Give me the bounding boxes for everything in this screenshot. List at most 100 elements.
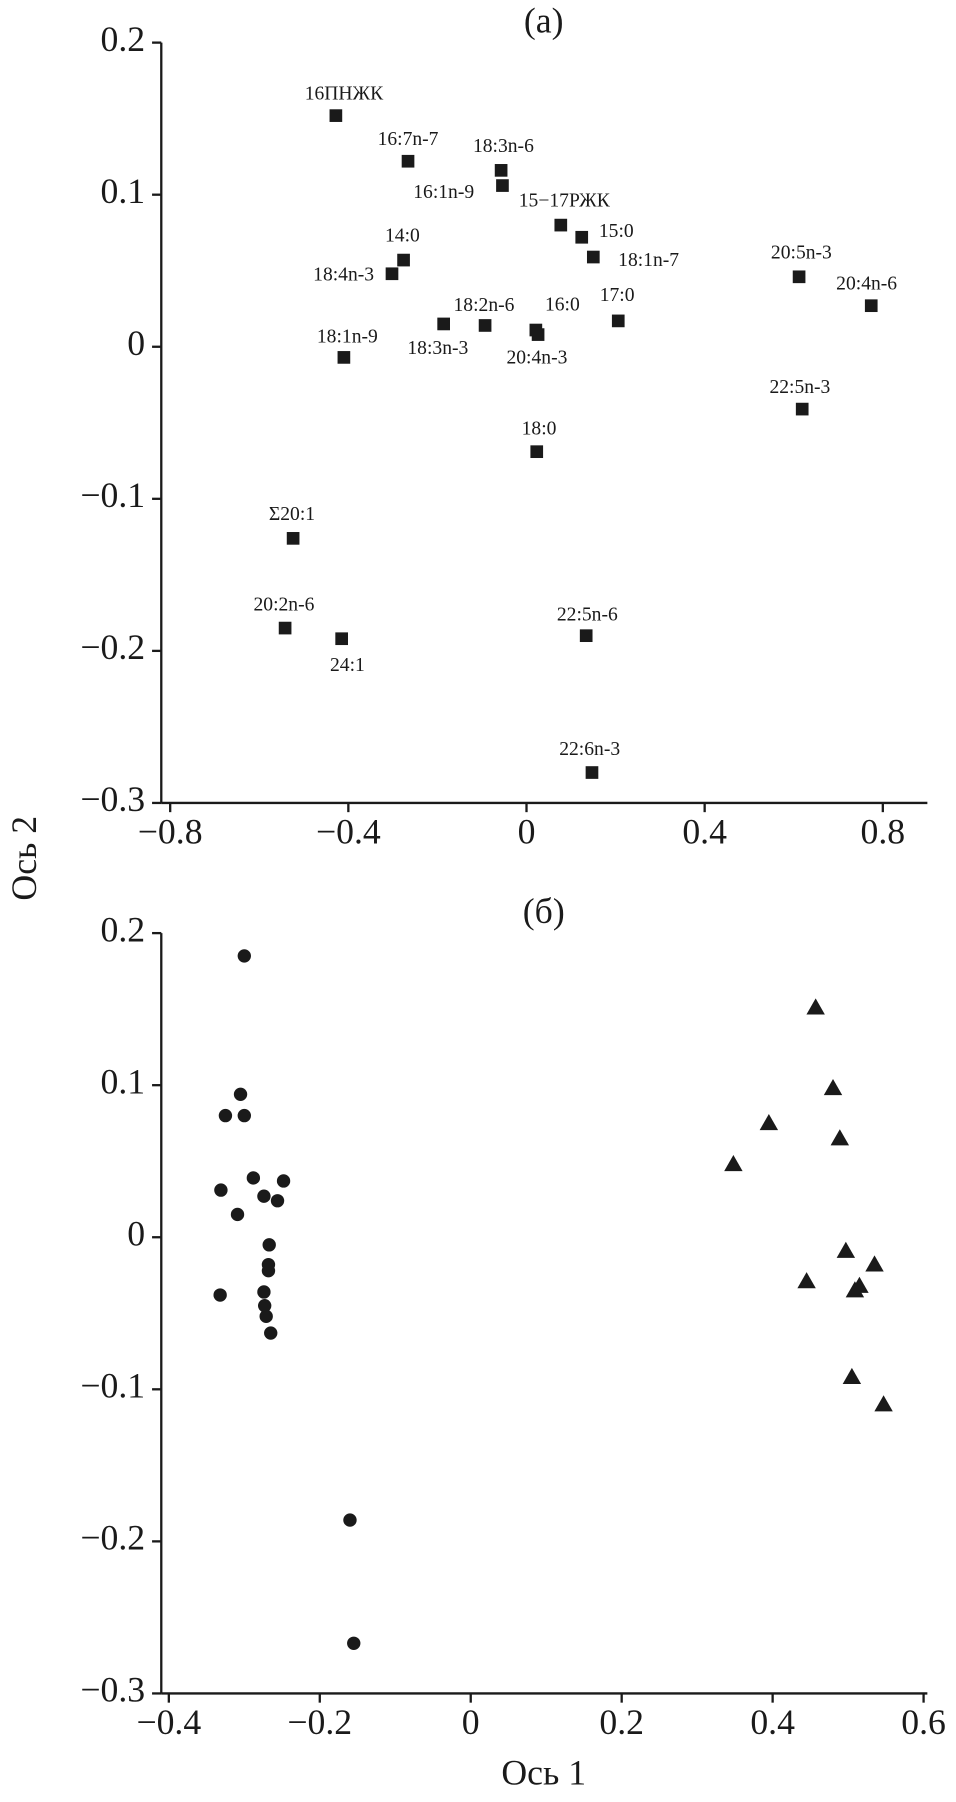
point-label: 20:2n-6 <box>253 595 314 616</box>
y-tick-label: −0.2 <box>80 627 145 667</box>
point-label: 14:0 <box>385 226 420 247</box>
y-tick-label: −0.1 <box>80 475 145 515</box>
point <box>385 267 399 281</box>
point <box>270 1194 285 1208</box>
point-label: 24:1 <box>330 655 365 676</box>
x-axis-label: Ось 1 <box>501 1753 586 1793</box>
point <box>494 164 508 177</box>
point <box>233 1087 248 1101</box>
point <box>343 1513 357 1527</box>
y-tick-label: −0.1 <box>80 1365 145 1405</box>
point <box>842 1367 862 1385</box>
x-tick-label: −0.8 <box>138 811 203 851</box>
point <box>218 1108 233 1123</box>
point <box>579 629 593 643</box>
y-tick-label: −0.3 <box>80 1670 145 1710</box>
point-label: 20:4n-3 <box>506 347 567 368</box>
point <box>213 1288 227 1302</box>
y-tick-label: 0.1 <box>101 171 146 211</box>
point <box>262 1238 276 1252</box>
y-tick-label: −0.3 <box>80 779 145 819</box>
x-tick-label: −0.4 <box>316 811 381 851</box>
point-label: 18:1n-9 <box>317 326 378 347</box>
point-label: 18:3n-3 <box>407 338 468 359</box>
point <box>845 1281 865 1298</box>
point <box>258 1298 272 1313</box>
point-label: 20:5n-3 <box>771 242 832 263</box>
point <box>792 270 806 284</box>
point <box>264 1326 278 1340</box>
point <box>724 1155 743 1172</box>
point-label: 20:4n-6 <box>836 273 897 294</box>
point-label: 15−17РЖК <box>519 191 611 212</box>
point <box>237 949 251 963</box>
y-tick-label: 0.2 <box>101 19 146 59</box>
point-label: 18:4n-3 <box>313 265 374 286</box>
point-label: 16:7n-7 <box>378 129 439 150</box>
point-label: 22:6n-3 <box>559 739 620 760</box>
point <box>230 1207 245 1222</box>
point-label: 18:1n-7 <box>618 250 679 271</box>
y-tick-label: 0 <box>127 323 145 363</box>
x-tick-label: 0.6 <box>901 1702 946 1742</box>
y-tick-label: 0 <box>127 1213 145 1253</box>
point <box>585 766 599 779</box>
point-label: Σ20:1 <box>269 504 315 525</box>
x-tick-label: 0 <box>518 811 536 851</box>
panel-title: (б) <box>523 891 565 931</box>
point-label: 22:5n-6 <box>557 605 618 626</box>
point-label: 16ПНЖК <box>305 83 384 104</box>
point <box>259 1309 273 1324</box>
y-axis-label: Ось 2 <box>4 816 44 901</box>
point <box>496 179 509 192</box>
x-tick-label: 0.2 <box>599 1702 644 1742</box>
point <box>237 1108 251 1123</box>
point <box>214 1183 228 1197</box>
x-tick-label: −0.4 <box>136 1702 201 1742</box>
point <box>276 1174 291 1188</box>
point <box>286 532 300 545</box>
point <box>437 317 450 331</box>
point <box>347 1636 361 1650</box>
x-tick-label: 0.4 <box>682 811 727 851</box>
point <box>586 250 600 264</box>
point <box>797 1272 816 1289</box>
point <box>257 1285 271 1299</box>
point <box>530 445 544 459</box>
plot-area: (а) −0.3 −0.2 −0.1 0 0.1 0.2 −0.8 −0.4 0 0.4 0.8 Ось… <box>4 0 946 1792</box>
point-label: 16:0 <box>545 294 580 315</box>
point <box>759 1113 779 1131</box>
point <box>874 1395 893 1412</box>
point <box>531 328 545 341</box>
x-tick-label: 0.4 <box>750 1702 795 1742</box>
point-label: 17:0 <box>600 285 635 306</box>
point-label: 16:1n-9 <box>413 182 474 203</box>
point <box>795 402 809 416</box>
point <box>278 621 292 635</box>
point-label: 15:0 <box>599 221 634 242</box>
point-label: 18:2n-6 <box>454 295 515 316</box>
point <box>401 154 415 168</box>
point <box>806 998 825 1015</box>
point-label: 18:0 <box>522 418 557 439</box>
y-tick-label: −0.2 <box>80 1518 145 1558</box>
x-tick-label: 0 <box>462 1702 480 1742</box>
y-tick-label: 0.2 <box>101 909 146 949</box>
point <box>611 314 625 328</box>
point <box>823 1079 843 1096</box>
point <box>554 218 568 232</box>
point <box>329 109 343 122</box>
x-tick-label: −0.2 <box>287 1702 352 1742</box>
point <box>257 1189 271 1203</box>
x-tick-label: 0.8 <box>861 811 906 851</box>
point <box>337 351 351 364</box>
point-label: 22:5n-3 <box>769 377 830 398</box>
point-label: 18:3n-6 <box>473 136 534 157</box>
y-tick-label: 0.1 <box>101 1061 146 1101</box>
point <box>246 1171 261 1185</box>
panel-title: (а) <box>524 0 564 40</box>
point <box>575 230 589 244</box>
point <box>397 253 410 267</box>
point <box>261 1264 276 1278</box>
